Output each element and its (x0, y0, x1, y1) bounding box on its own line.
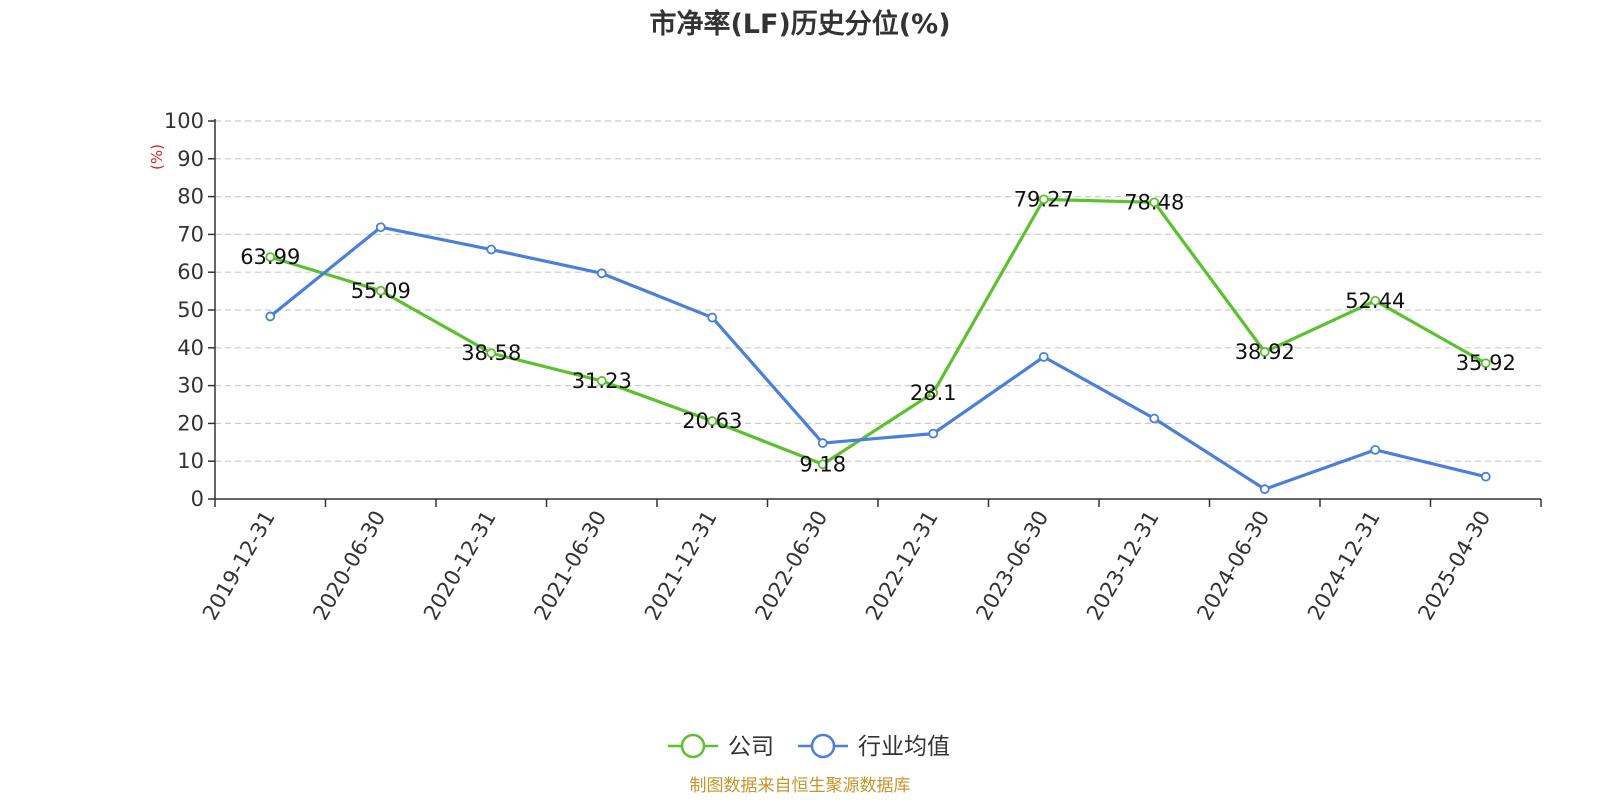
series-industry-average (265, 222, 1491, 495)
data-point (1480, 358, 1491, 369)
data-point (596, 376, 607, 386)
data-label: 20.63 (682, 409, 742, 433)
data-point (1370, 444, 1381, 455)
data-point (375, 222, 386, 233)
data-label: 79.27 (1014, 187, 1074, 211)
legend-label: 行业均值 (858, 734, 950, 760)
y-tick-label: 90 (177, 147, 204, 171)
x-tick-label: 2020-06-30 (308, 507, 390, 625)
legend-item-company[interactable]: 公司 (668, 733, 774, 760)
data-point (265, 252, 276, 263)
data-point (375, 285, 386, 296)
data-point (928, 428, 939, 439)
legend-marker-icon (680, 733, 706, 759)
data-label: 38.92 (1235, 340, 1295, 364)
data-point (1038, 351, 1049, 362)
data-point (707, 312, 718, 323)
data-point (486, 348, 497, 359)
series-company (265, 194, 1491, 470)
x-tick-label: 2022-12-31 (861, 507, 943, 625)
x-tick-label: 2019-12-31 (198, 507, 280, 625)
legend-label: 公司 (728, 734, 774, 760)
x-tick-label: 2024-12-31 (1303, 507, 1385, 625)
data-point (486, 244, 497, 255)
data-point (817, 459, 828, 470)
grid-lines (215, 120, 1541, 462)
x-tick-label: 2025-04-30 (1413, 507, 1495, 625)
data-point (1149, 197, 1160, 208)
data-label: 52.44 (1345, 289, 1405, 313)
series-line (269, 197, 1487, 466)
data-point (928, 387, 939, 398)
data-label: 28.1 (910, 381, 957, 405)
x-tick-label: 2021-06-30 (529, 507, 611, 625)
data-point (817, 438, 828, 448)
y-tick-label: 10 (177, 449, 204, 473)
data-label: 38.58 (461, 341, 521, 365)
data-point (596, 268, 607, 279)
data-label: 78.48 (1124, 190, 1184, 214)
data-point (707, 416, 718, 426)
x-tick-label: 2021-12-31 (640, 507, 722, 625)
data-point (1480, 471, 1491, 482)
data-point (1149, 413, 1160, 424)
y-tick-label: 20 (177, 411, 204, 435)
data-point (1259, 484, 1270, 495)
x-tick-label: 2023-12-31 (1082, 507, 1164, 625)
y-tick-label: 100 (164, 109, 204, 133)
data-point (265, 311, 276, 322)
legend-item-industry-average[interactable]: 行业均值 (798, 733, 950, 760)
data-label: 35.92 (1456, 351, 1516, 375)
legend: 公司 行业均值 (668, 733, 950, 760)
y-tick-label: 0 (191, 487, 204, 511)
x-tick-label: 2022-06-30 (750, 507, 832, 625)
y-tick-label: 50 (177, 298, 204, 322)
data-label: 63.99 (240, 245, 300, 269)
data-point (1259, 346, 1270, 357)
data-source-note: 制图数据来自恒生聚源数据库 (690, 776, 911, 796)
x-axis-ticks: 2019-12-31 2020-06-30 2020-12-31 2021-06-30… (198, 499, 1542, 625)
y-axis-ticks: 0 10 20 30 40 50 60 70 80 90 100 (164, 109, 215, 511)
data-label: 55.09 (351, 279, 411, 303)
y-tick-label: 70 (177, 222, 204, 246)
y-tick-label: 30 (177, 374, 204, 398)
series-line (269, 225, 1487, 491)
data-point (1038, 194, 1049, 205)
y-tick-label: 80 (177, 185, 204, 209)
y-tick-label: 40 (177, 336, 204, 360)
y-axis-label: (%) (148, 144, 166, 170)
y-tick-label: 60 (177, 260, 204, 284)
series-layer (265, 194, 1491, 495)
chart-title: 市净率(LF)历史分位(%) (649, 8, 950, 40)
x-tick-label: 2020-12-31 (419, 507, 501, 625)
x-tick-label: 2024-06-30 (1192, 507, 1274, 625)
data-point (1370, 295, 1381, 306)
data-label: 9.18 (799, 452, 846, 476)
data-labels-layer: 63.99 55.09 38.58 31.23 20.63 9.18 28.1 79.27 78… (240, 187, 1516, 476)
data-label: 31.23 (572, 369, 632, 393)
x-tick-label: 2023-06-30 (971, 507, 1053, 625)
legend-marker-icon (810, 733, 836, 759)
